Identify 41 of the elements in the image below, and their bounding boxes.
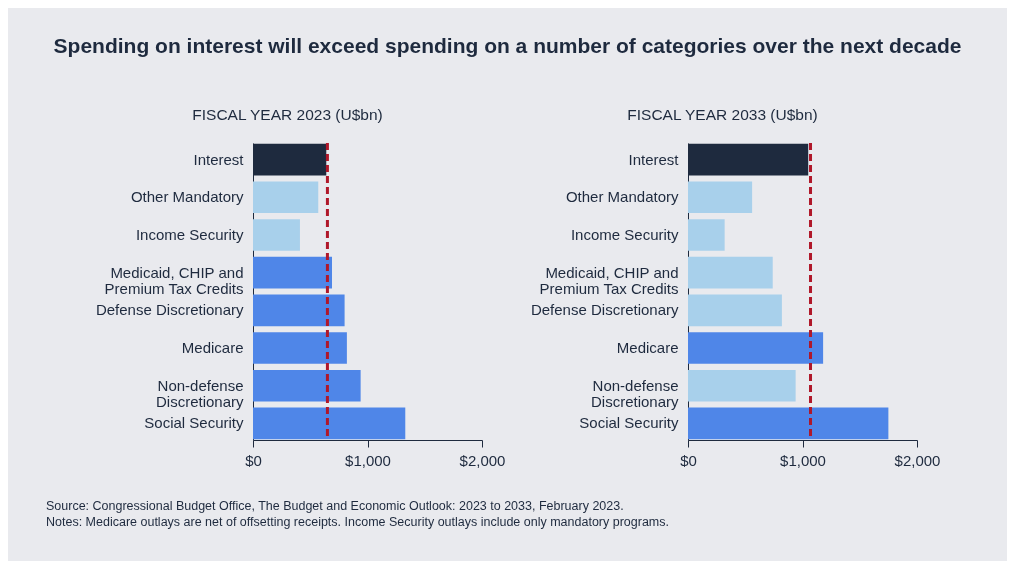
bar <box>688 407 889 440</box>
x-tick-label: $2,000 <box>894 451 941 469</box>
bar <box>253 294 345 327</box>
bar <box>688 294 782 327</box>
bar <box>688 181 753 214</box>
bar <box>253 369 361 402</box>
bar <box>688 332 824 364</box>
bar <box>688 219 725 251</box>
y-tick-label: Income Security <box>570 225 679 243</box>
y-tick-label: Defense Discretionary <box>95 301 244 319</box>
y-tick-label: Defense Discretionary <box>530 301 679 319</box>
bar <box>253 332 347 364</box>
bar <box>688 369 796 402</box>
y-tick-label: Income Security <box>135 225 244 243</box>
y-tick-label: Other Mandatory <box>130 188 244 206</box>
bar <box>253 181 319 214</box>
chart-subtitle: FISCAL YEAR 2033 (U$bn) <box>627 106 818 123</box>
y-tick-label: Social Security <box>579 414 679 432</box>
y-tick-label: Social Security <box>144 414 244 432</box>
y-tick-label: Medicare <box>181 339 244 357</box>
y-tick-label: Interest <box>193 150 245 168</box>
y-tick-label: Medicaid, CHIP and Premium Tax Credits <box>104 263 244 297</box>
y-tick-label: Medicaid, CHIP and Premium Tax Credits <box>539 263 679 297</box>
x-tick-label: $0 <box>245 451 262 469</box>
y-tick-label: Non-defense Discretionary <box>590 376 679 410</box>
bar <box>253 219 300 251</box>
y-tick-label: Medicare <box>616 339 679 357</box>
x-tick-label: $1,000 <box>345 451 391 469</box>
text: Notes: Medicare outlays are net of offsetting receipts. Income Security outlays include only mandatory programs. <box>46 514 669 530</box>
bar <box>253 407 406 440</box>
source-note: Source: Congressional Budget Office, The Budget and Economic Outlook: 2023 to 2033, February 2023. <box>46 498 625 514</box>
x-tick-label: $2,000 <box>459 451 506 469</box>
chart-title: Spending on interest will exceed spending on a number of categories over the next decade <box>52 34 963 58</box>
chart-subtitle: FISCAL YEAR 2023 (U$bn) <box>192 106 383 123</box>
y-tick-label: Interest <box>628 150 680 168</box>
bar <box>253 256 333 289</box>
y-tick-label: Other Mandatory <box>565 188 679 206</box>
x-tick-label: $0 <box>680 451 697 469</box>
y-tick-label: Non-defense Discretionary <box>155 376 244 410</box>
x-tick-label: $1,000 <box>780 451 826 469</box>
bar <box>688 256 773 289</box>
